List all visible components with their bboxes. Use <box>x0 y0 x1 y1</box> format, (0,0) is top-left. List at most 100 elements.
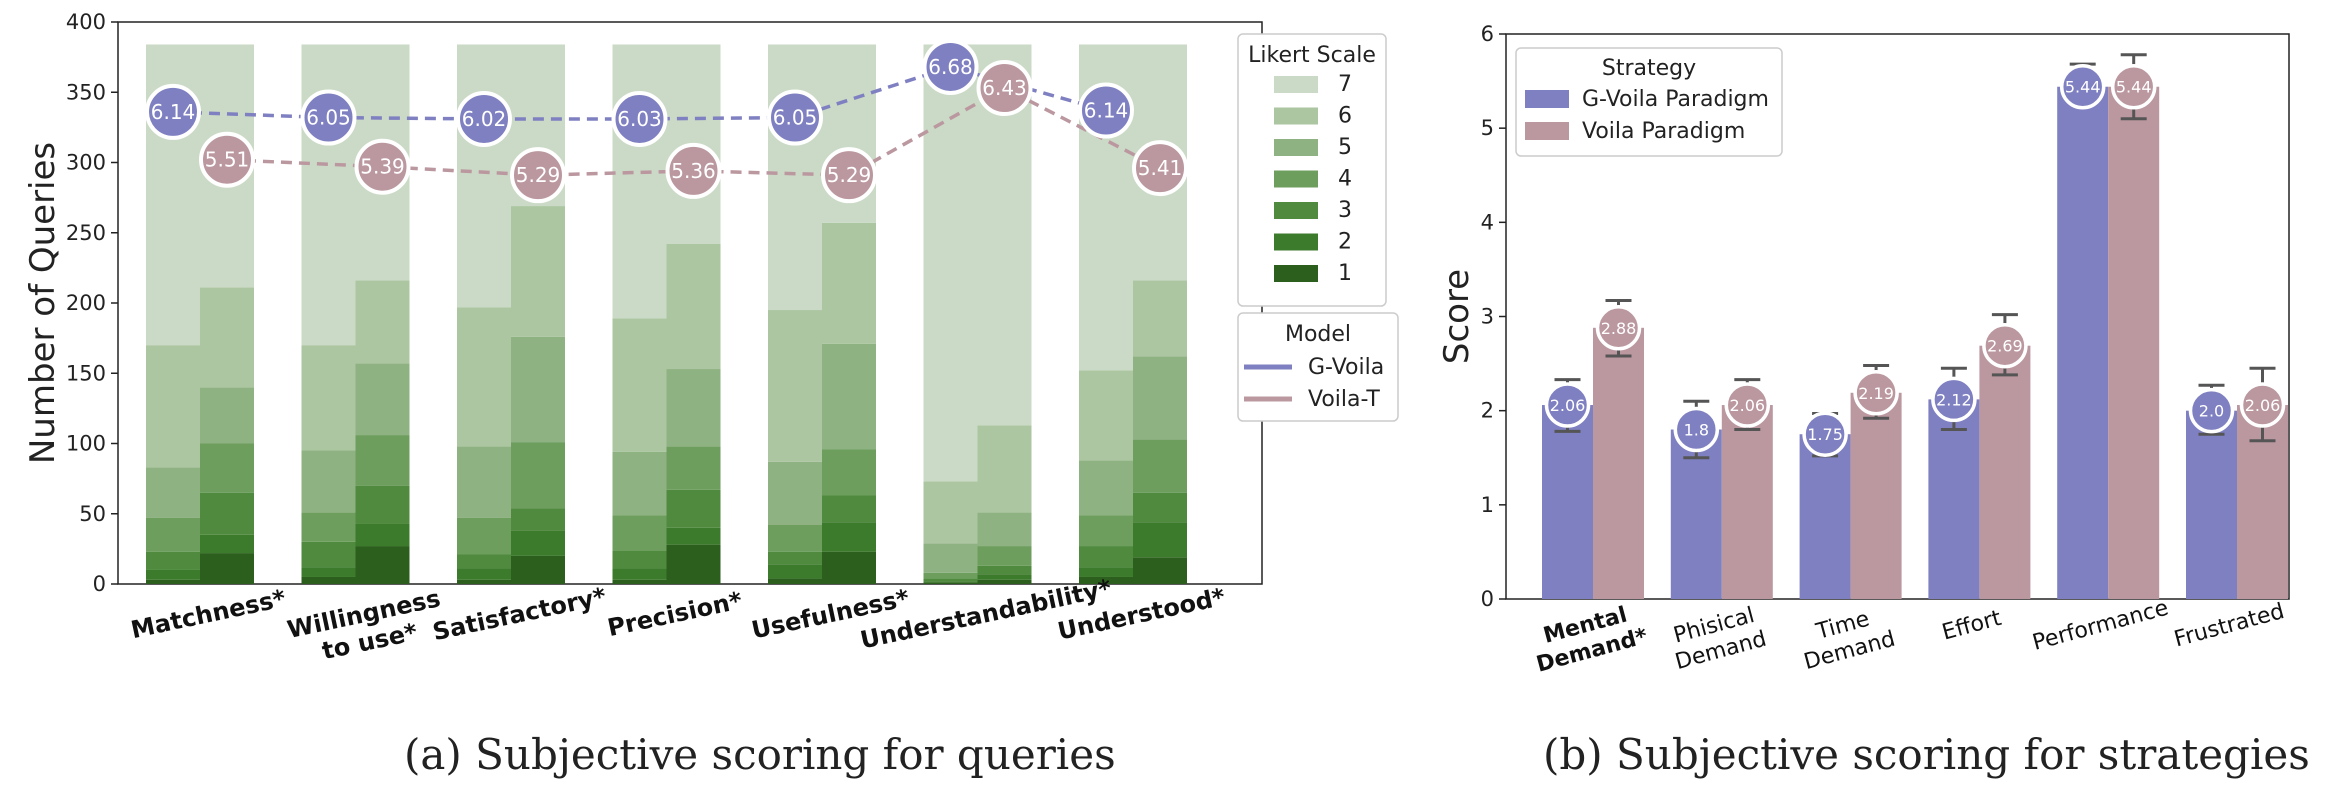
bar-segment-gvoila-level-3 <box>768 551 822 565</box>
bar-segment-voilat-level-6 <box>977 425 1032 513</box>
bar-voila <box>1979 345 2031 599</box>
legend-strategy: Strategy G-Voila Paradigm Voila Paradigm <box>1515 47 1783 157</box>
value-label: 2.06 <box>2245 396 2281 415</box>
bar-segment-voilat-level-3 <box>511 508 565 531</box>
bar-segment-gvoila-level-3 <box>301 541 356 568</box>
bar-segment-gvoila-level-5 <box>923 543 978 573</box>
value-marker <box>2110 63 2157 110</box>
mean-marker-gvoila <box>767 89 823 146</box>
mean-marker-gvoila <box>1078 82 1134 139</box>
legend-likert: Likert Scale 7 6 5 4 3 2 1 <box>1237 33 1387 307</box>
y-tick-label-b: 0 <box>1481 587 1494 611</box>
y-tick-label-a: 50 <box>79 502 106 526</box>
value-label: 2.06 <box>1550 396 1586 415</box>
bar-segment-gvoila-level-6 <box>146 345 200 468</box>
mean-value-label: 5.36 <box>671 159 716 183</box>
bar-segment-voilat-level-5 <box>355 363 410 436</box>
bar-segment-gvoila-level-5 <box>457 446 511 518</box>
bar-segment-gvoila-level-2 <box>146 569 200 580</box>
value-marker <box>1802 411 1848 457</box>
bar-segment-gvoila-level-6 <box>612 318 667 452</box>
y-tick-label-b: 1 <box>1481 493 1494 517</box>
bar-segment-gvoila-level-5 <box>612 451 667 516</box>
bar-segment-gvoila-level-3 <box>457 554 511 569</box>
mean-marker-voilat <box>1132 140 1188 197</box>
value-label: 5.44 <box>2116 78 2152 97</box>
bar-segment-gvoila-level-7 <box>923 44 978 482</box>
bar-segment-gvoila-level-4 <box>1079 515 1133 547</box>
caption-left: (a) Subjective scoring for queries <box>404 730 1116 779</box>
legend-likert-swatch-1 <box>1274 265 1318 282</box>
bar-segment-voilat-level-6 <box>822 222 876 344</box>
bar-segment-gvoila-level-1 <box>612 579 667 584</box>
x-tick-label-a: Willingnessto use* <box>285 584 449 671</box>
mean-value-label: 5.29 <box>827 163 872 187</box>
bar-gvoila <box>1799 434 1851 599</box>
value-label: 1.75 <box>1807 425 1843 444</box>
bar-segment-gvoila-level-1 <box>1079 576 1133 584</box>
legend-strategy-swatch-1 <box>1525 122 1569 140</box>
x-tick-label-line: Effort <box>1939 606 2004 646</box>
bar-segment-gvoila-level-1 <box>301 576 356 584</box>
bar-segment-gvoila-level-6 <box>457 307 511 447</box>
value-label: 2.0 <box>2199 402 2224 421</box>
legend-strategy-title: Strategy <box>1602 56 1696 81</box>
legend-model-label: Voila-T <box>1308 387 1380 412</box>
bar-segment-voilat-level-1 <box>1133 557 1187 584</box>
bar-segment-voilat-level-4 <box>511 442 565 509</box>
legend-likert-label: 3 <box>1338 198 1352 223</box>
x-tick-label-b: MentalDemand* <box>1527 599 1651 678</box>
bar-voila <box>1593 327 1644 599</box>
mean-value-label: 6.02 <box>462 107 507 131</box>
chart-queries: 0 50 100 150 200 250 300 350 400 Number of Querie… <box>23 10 1399 671</box>
mean-marker-voilat <box>821 147 877 204</box>
bar-segment-gvoila-level-5 <box>768 461 822 525</box>
bar-segment-gvoila-level-6 <box>1079 370 1133 461</box>
bar-segment-voilat-level-1 <box>822 551 876 584</box>
bar-segment-gvoila-level-5 <box>301 450 356 513</box>
legend-model-label: G-Voila <box>1308 355 1384 380</box>
mean-marker-gvoila <box>611 90 668 147</box>
bar-segment-voilat-level-4 <box>1133 439 1187 493</box>
y-tick-label-a: 350 <box>66 80 106 104</box>
bar-segment-voilat-level-2 <box>511 530 565 556</box>
bar-segment-voilat-level-6 <box>666 243 721 370</box>
y-tick-label-b: 4 <box>1481 210 1494 234</box>
legend-strategy-label: Voila Paradigm <box>1582 119 1745 144</box>
mean-value-label: 5.39 <box>360 155 405 179</box>
legend-model: Model G-Voila Voila-T <box>1237 312 1399 422</box>
y-tick-label-b: 6 <box>1481 22 1494 46</box>
y-tick-label-a: 200 <box>66 291 106 315</box>
bar-segment-gvoila-level-5 <box>1079 460 1133 516</box>
value-marker <box>1673 406 1720 453</box>
mean-marker-voilat <box>510 147 566 204</box>
bar-segment-voilat-level-6 <box>200 287 254 388</box>
y-tick-label-b: 5 <box>1481 116 1494 140</box>
legend-strategy-swatch-0 <box>1525 90 1569 108</box>
value-marker <box>2188 387 2235 434</box>
mean-value-label: 6.14 <box>1084 99 1129 123</box>
x-tick-label-b: PhisicalDemand <box>1666 602 1769 675</box>
x-tick-label-line: Satisfactory* <box>430 582 609 646</box>
bar-segment-gvoila-level-3 <box>146 551 200 570</box>
bar-segment-gvoila-level-7 <box>768 44 822 311</box>
bar-segment-gvoila-level-4 <box>457 517 511 555</box>
legend-likert-label: 2 <box>1338 230 1352 255</box>
mean-value-label: 6.43 <box>982 76 1027 100</box>
value-label: 2.06 <box>1729 396 1765 415</box>
bar-segment-voilat-level-2 <box>822 522 876 552</box>
value-marker <box>1931 376 1977 423</box>
bar-segment-gvoila-level-2 <box>301 567 356 577</box>
mean-value-label: 6.05 <box>306 106 351 130</box>
value-marker <box>2059 63 2106 110</box>
mean-marker-gvoila <box>922 38 979 95</box>
bar-gvoila <box>1542 405 1593 599</box>
bar-segment-voilat-level-5 <box>1133 356 1187 440</box>
legend-likert-label: 1 <box>1338 261 1352 286</box>
bar-segment-voilat-level-5 <box>977 512 1032 547</box>
bar-segment-gvoila-level-3 <box>612 550 667 569</box>
bar-segment-gvoila-level-1 <box>768 578 822 584</box>
bar-segment-voilat-level-1 <box>511 555 565 584</box>
y-tick-label-a: 300 <box>66 151 106 175</box>
